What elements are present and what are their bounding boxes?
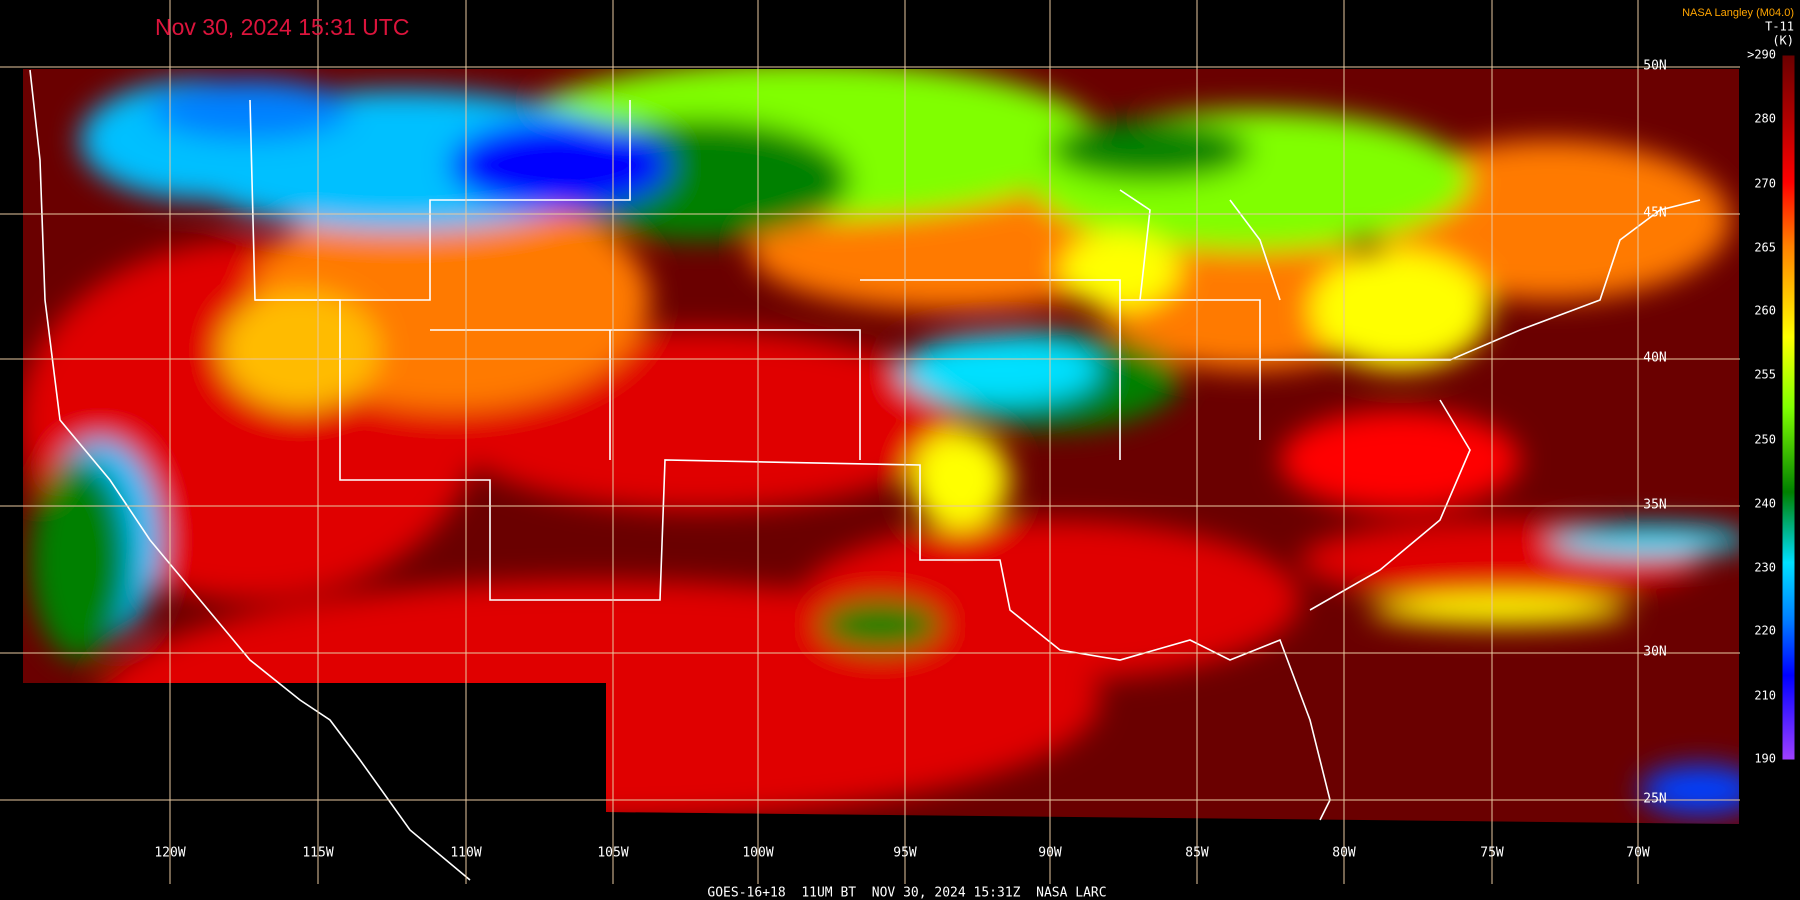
latitude-label: 40N xyxy=(1643,351,1666,366)
cloud-region xyxy=(1640,765,1739,815)
color-bar-label: 280 xyxy=(1754,112,1776,126)
color-bar-label: 270 xyxy=(1754,177,1776,191)
cloud-region xyxy=(820,600,940,650)
color-bar-label: 255 xyxy=(1754,368,1776,382)
color-bar-label: 210 xyxy=(1754,689,1776,703)
footer: GOES-16+18 11UM BT NOV 30, 2024 15:31Z N… xyxy=(707,886,1106,900)
cloud-region xyxy=(1310,250,1490,370)
cloud-region xyxy=(1050,120,1250,180)
cloud-region xyxy=(1280,410,1520,510)
longitude-label: 115W xyxy=(302,846,333,861)
color-bar-label: 250 xyxy=(1754,433,1776,447)
longitude-label: 75W xyxy=(1480,846,1504,861)
timestamp: Nov 30, 2024 15:31 UTC xyxy=(155,14,409,40)
latitude-label: 50N xyxy=(1643,59,1666,74)
cloud-region xyxy=(30,460,130,660)
longitude-label: 100W xyxy=(742,846,773,861)
latitude-label: 30N xyxy=(1643,645,1666,660)
color-bar-label: 265 xyxy=(1754,241,1776,255)
longitude-label: 90W xyxy=(1038,846,1062,861)
state-lines xyxy=(255,100,1701,460)
color-bar-label: 260 xyxy=(1754,304,1776,318)
latitude-label: 35N xyxy=(1643,498,1666,513)
longitude-label: 80W xyxy=(1332,846,1356,861)
borders xyxy=(29,69,1701,881)
latitude-label: 25N xyxy=(1643,792,1666,807)
cloud-region xyxy=(900,335,1100,405)
longitude-label: 105W xyxy=(597,846,628,861)
cloud-region xyxy=(1370,595,1630,625)
color-bar-label: 240 xyxy=(1754,497,1776,511)
lakes-coast xyxy=(1119,189,1471,611)
cloud-region xyxy=(450,120,670,210)
color-bar-labels: >290 280 270 265 260 255 250 240 230 220 210 190 xyxy=(1747,48,1776,766)
cloud-region xyxy=(1060,230,1180,310)
longitude-label: 85W xyxy=(1185,846,1209,861)
footer-bg xyxy=(0,884,1800,900)
unit: (K) xyxy=(1772,34,1794,48)
cloud-region xyxy=(1550,525,1739,555)
color-bar-label: 190 xyxy=(1754,752,1776,766)
southern-border xyxy=(249,99,1331,821)
channel: T-11 xyxy=(1765,20,1794,34)
cloud-region xyxy=(220,290,380,410)
longitude-label: 95W xyxy=(893,846,917,861)
cloud-region xyxy=(910,430,1010,530)
color-bar xyxy=(1781,54,1796,761)
longitude-label: 120W xyxy=(154,846,185,861)
west-coast xyxy=(29,69,471,881)
color-bar-label: >290 xyxy=(1747,48,1776,62)
source: NASA Langley (M04.0) xyxy=(1682,7,1794,19)
color-bar-label: 220 xyxy=(1754,624,1776,638)
latitude-label: 45N xyxy=(1643,206,1666,221)
longitude-label: 110W xyxy=(450,846,481,861)
longitude-label: 70W xyxy=(1626,846,1650,861)
color-bar-label: 230 xyxy=(1754,561,1776,575)
graticule: 120W 115W 110W 105W 100W 95W 90W 85W 80W 75W 70W 50… xyxy=(0,0,1740,884)
